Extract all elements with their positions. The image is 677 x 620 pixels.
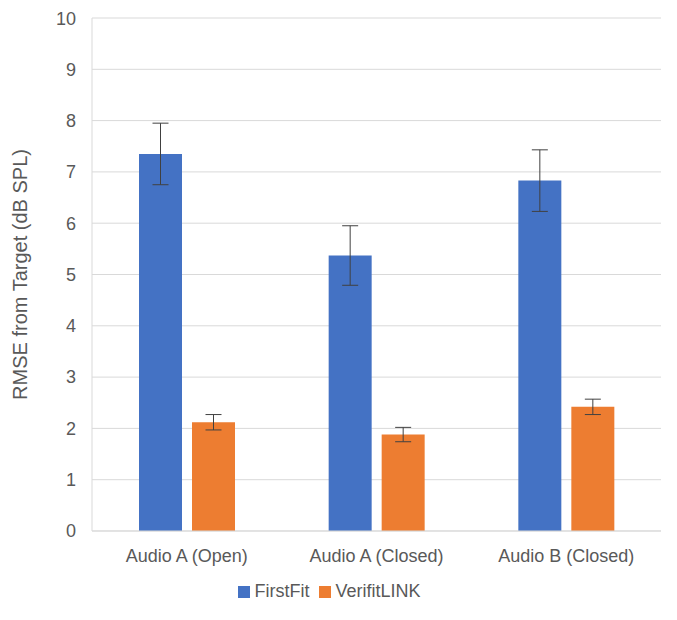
svg-text:0: 0	[66, 521, 76, 541]
svg-text:4: 4	[66, 316, 76, 336]
svg-text:Audio A (Closed): Audio A (Closed)	[309, 546, 443, 566]
svg-text:6: 6	[66, 214, 76, 234]
svg-text:7: 7	[66, 162, 76, 182]
svg-text:9: 9	[66, 60, 76, 80]
svg-text:10: 10	[56, 9, 76, 29]
svg-text:Audio A (Open): Audio A (Open)	[126, 546, 248, 566]
svg-text:Audio B (Closed): Audio B (Closed)	[498, 546, 634, 566]
svg-text:1: 1	[66, 470, 76, 490]
svg-text:3: 3	[66, 367, 76, 387]
html-text:VerifitLINK: VerifitLINK	[335, 581, 421, 601]
html-text:FirstFit: FirstFit	[254, 581, 310, 601]
svg-text:2: 2	[66, 419, 76, 439]
svg-text:8: 8	[66, 111, 76, 131]
svg-text:5: 5	[66, 265, 76, 285]
svg-text:RMSE from Target (dB SPL): RMSE from Target (dB SPL)	[9, 149, 31, 400]
